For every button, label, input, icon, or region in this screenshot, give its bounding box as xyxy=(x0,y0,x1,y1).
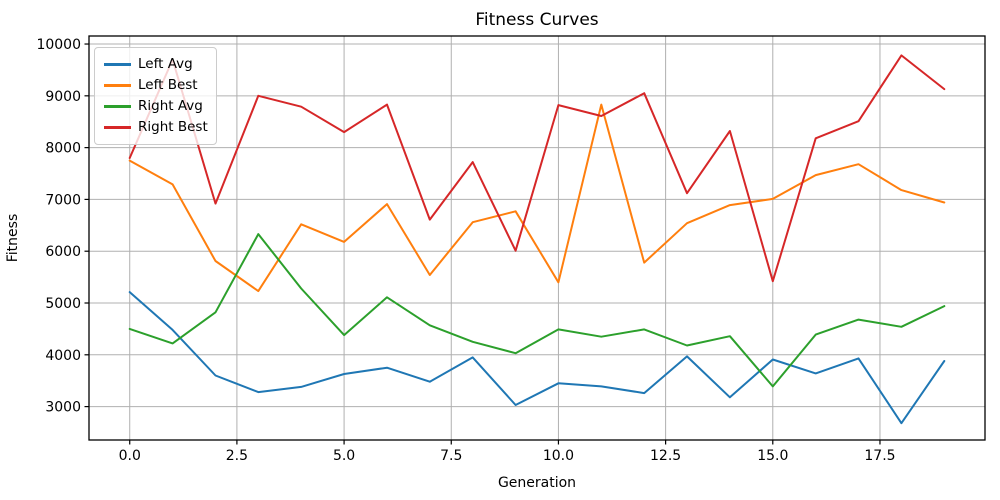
x-axis-label: Generation xyxy=(498,475,576,491)
x-tick-label: 5.0 xyxy=(333,448,355,464)
x-tick-label: 0.0 xyxy=(119,448,141,464)
series-line-left-best xyxy=(128,103,946,293)
axes-spines xyxy=(88,35,986,441)
y-tick-label: 4000 xyxy=(45,348,81,364)
x-tick-label: 10.0 xyxy=(543,448,574,464)
chart-render-layer: 3000 4000 5000 6000 7000 8000 9000 10000 0.0 2.5 5… xyxy=(36,35,986,464)
y-axis-label: Fitness xyxy=(5,214,21,263)
y-tick-label: 5000 xyxy=(45,296,81,312)
x-tick-label: 2.5 xyxy=(226,448,248,464)
legend-item: Left Best xyxy=(104,75,207,96)
x-tick-label: 12.5 xyxy=(650,448,681,464)
series-line-right-best xyxy=(128,54,946,283)
legend-label: Left Avg xyxy=(138,56,193,72)
legend-line-sample xyxy=(104,126,131,129)
x-tick-label: 7.5 xyxy=(440,448,462,464)
x-tick-label: 15.0 xyxy=(757,448,788,464)
legend-label: Right Best xyxy=(138,119,208,135)
y-tick-label: 10000 xyxy=(36,37,81,53)
legend-item: Right Best xyxy=(104,117,208,138)
legend: Left Avg Left Best Right Avg Right Best xyxy=(94,47,217,145)
series-line-right-avg xyxy=(128,233,946,388)
y-tick-label: 6000 xyxy=(45,244,81,260)
legend-item: Left Avg xyxy=(104,54,207,75)
legend-line-sample xyxy=(104,63,131,66)
x-tick-label: 17.5 xyxy=(864,448,895,464)
y-tick-label: 8000 xyxy=(45,141,81,157)
chart-title: Fitness Curves xyxy=(475,10,598,30)
legend-line-sample xyxy=(104,84,131,87)
y-tick-label: 9000 xyxy=(45,89,81,105)
series-line-left-avg xyxy=(128,291,946,425)
y-tick-label: 7000 xyxy=(45,192,81,208)
legend-line-sample xyxy=(104,105,131,108)
legend-label: Right Avg xyxy=(138,98,203,114)
legend-label: Left Best xyxy=(138,77,198,93)
y-tick-label: 3000 xyxy=(45,400,81,416)
legend-item: Right Avg xyxy=(104,96,207,117)
